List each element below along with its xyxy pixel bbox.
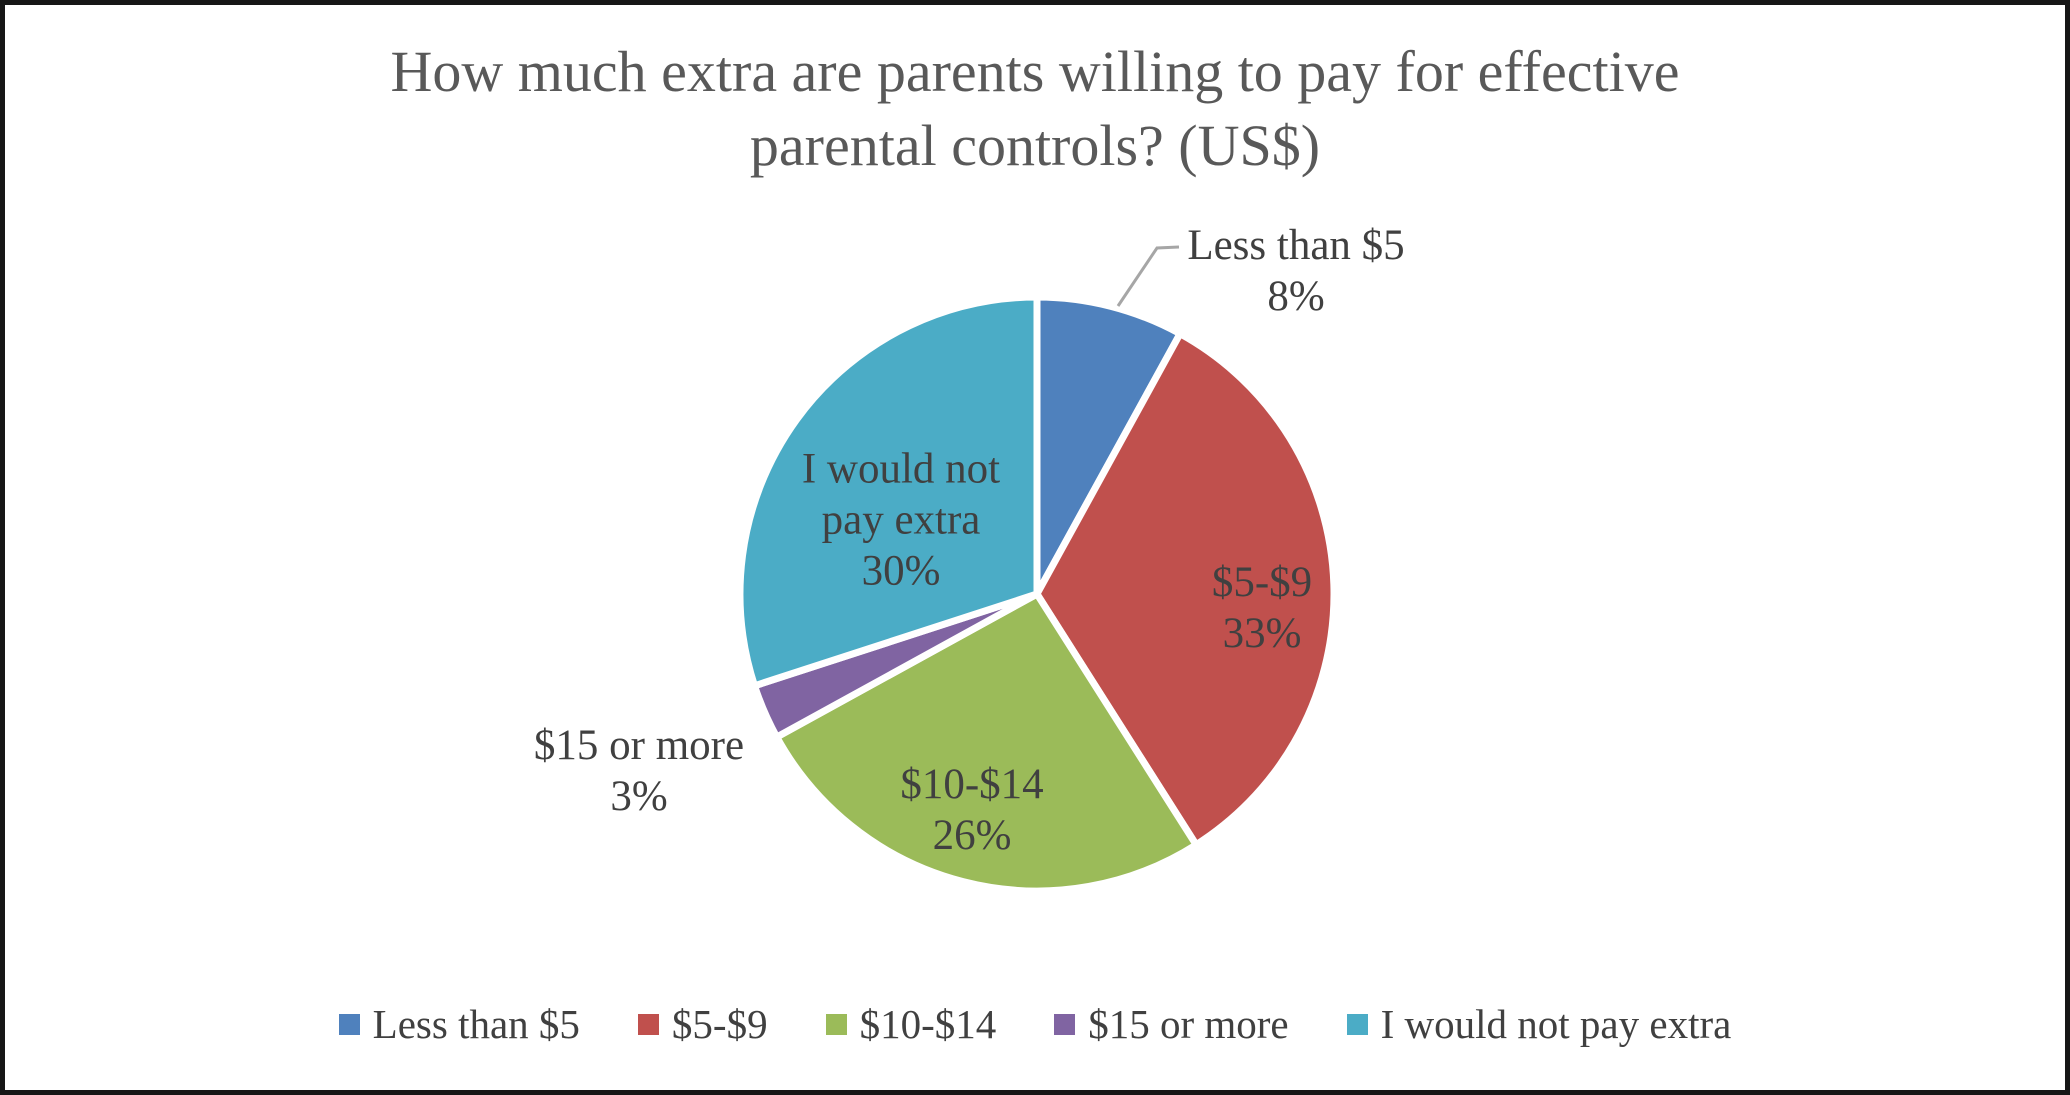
legend-item-4: $15 or more — [1054, 1000, 1289, 1048]
callout-leader-line — [1116, 245, 1180, 307]
legend-marker-icon — [825, 1013, 847, 1035]
chart-title-line-2: parental controls? (US$) — [749, 113, 1321, 178]
pie-svg — [736, 245, 1338, 895]
legend-label: Less than $5 — [372, 1001, 580, 1047]
legend: Less than $5 $5-$9 $10-$14 $15 or more I wou… — [5, 1000, 2065, 1048]
legend-marker-icon — [637, 1013, 659, 1035]
pie-slice-5 — [736, 293, 1041, 690]
legend-label: I would not pay extra — [1380, 1001, 1732, 1047]
legend-marker-icon — [1346, 1013, 1368, 1035]
legend-item-2: $5-$9 — [637, 1000, 768, 1048]
legend-label: $15 or more — [1088, 1001, 1289, 1047]
legend-item-5: I would not pay extra — [1346, 1000, 1732, 1048]
chart-title-line-1: How much extra are parents willing to pa… — [390, 39, 1680, 104]
legend-item-3: $10-$14 — [825, 1000, 997, 1048]
pie-slice-1 — [1033, 293, 1184, 598]
chart-title: How much extra are parents willing to pa… — [5, 35, 2065, 183]
pie-slice-3 — [773, 590, 1200, 895]
legend-marker-icon — [338, 1013, 360, 1035]
legend-marker-icon — [1054, 1013, 1076, 1035]
legend-label: $5-$9 — [671, 1001, 768, 1047]
legend-item-1: Less than $5 — [338, 1000, 580, 1048]
pie-slice-2 — [1033, 330, 1338, 849]
legend-label: $10-$14 — [859, 1001, 997, 1047]
